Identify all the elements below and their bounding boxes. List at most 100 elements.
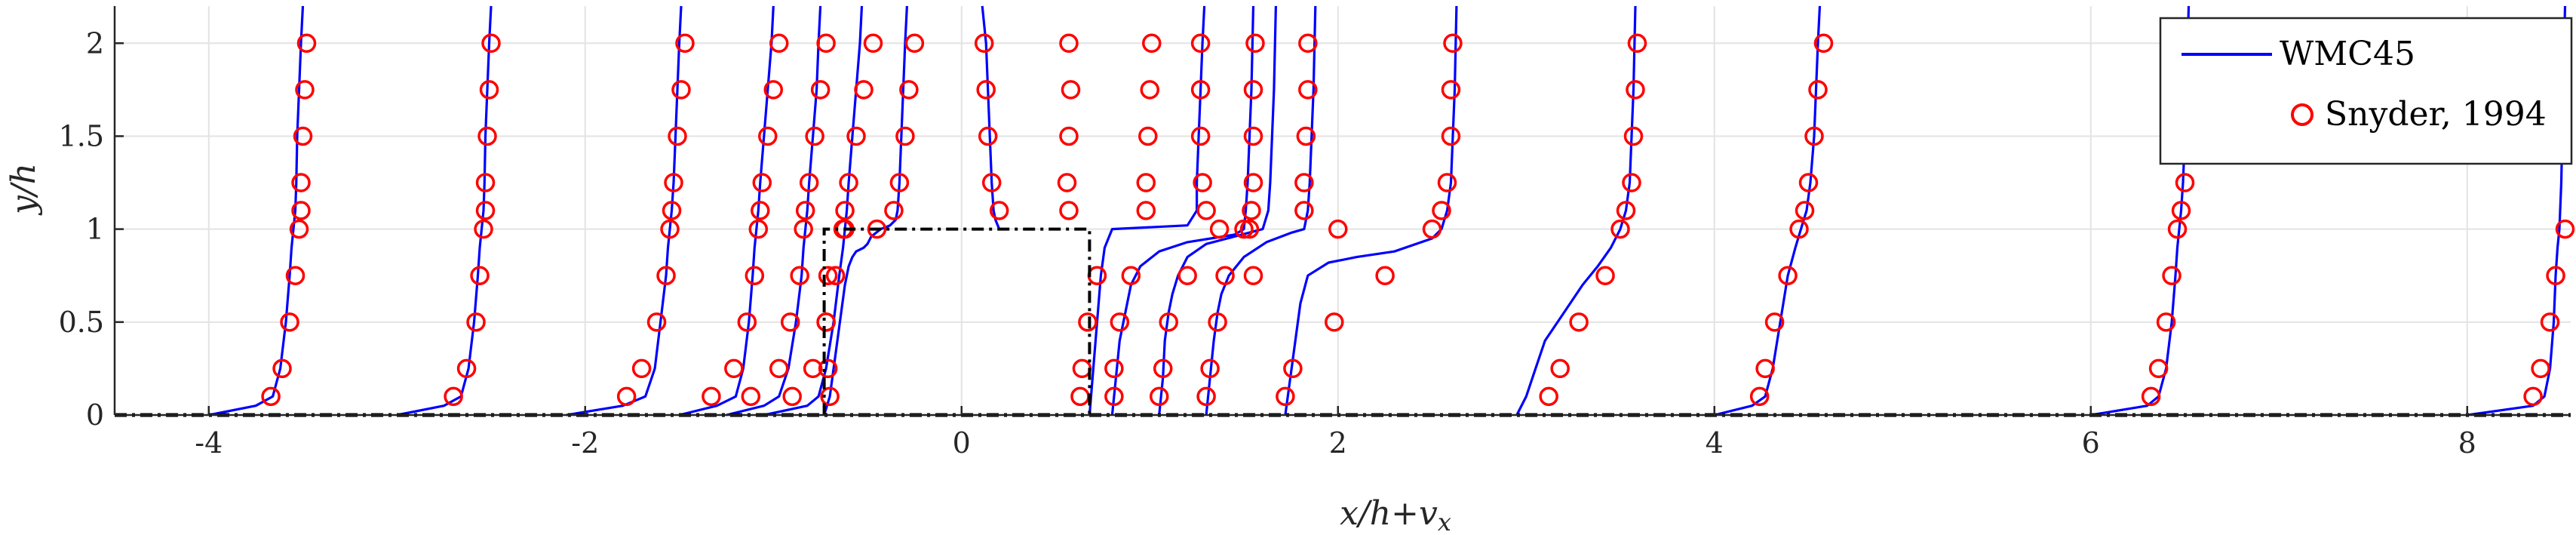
snyder-data-point [752, 173, 772, 192]
wmc45-profile-line [823, 5, 908, 416]
snyder-data-point [1078, 312, 1098, 332]
snyder-data-point [291, 201, 311, 220]
snyder-data-point [1121, 266, 1141, 285]
wmc45-profile-line [1110, 5, 1255, 416]
snyder-data-point [976, 80, 996, 100]
snyder-data-point [1140, 80, 1160, 100]
snyder-data-point [818, 358, 838, 379]
snyder-data-point [1243, 80, 1263, 100]
snyder-data-point [790, 266, 809, 285]
snyder-data-point [854, 80, 874, 100]
snyder-data-point [456, 358, 477, 379]
legend-label-snyder: Snyder, 1994 [2325, 95, 2547, 134]
snyder-data-point [763, 80, 784, 100]
snyder-data-point [2167, 219, 2188, 239]
geometry-outline [115, 227, 2571, 417]
snyder-data-point [1808, 80, 1828, 100]
snyder-data-point [1616, 201, 1636, 220]
y-tick-label: 1 [86, 213, 104, 246]
snyder-data-point [780, 312, 800, 332]
wmc45-profile-line [726, 5, 822, 417]
snyder-data-point [261, 386, 281, 407]
snyder-data-point [295, 80, 315, 100]
snyder-data-point [981, 173, 1002, 192]
snyder-data-point [1104, 358, 1124, 379]
snyder-data-point [660, 219, 680, 239]
y-tick-label: 0.5 [59, 306, 104, 339]
y-tick-label: 0 [86, 398, 104, 432]
snyder-data-point [1804, 126, 1824, 146]
snyder-data-point [631, 358, 652, 379]
snyder-data-point [1298, 80, 1318, 100]
snyder-data-point [1622, 173, 1641, 192]
legend-label-wmc45: WMC45 [2280, 35, 2415, 73]
snyder-data-point [863, 33, 883, 54]
x-tick-label: -4 [195, 426, 223, 460]
snyder-data-point [2175, 173, 2195, 192]
snyder-data-point [444, 386, 463, 407]
snyder-data-point [867, 219, 887, 239]
snyder-data-point [1087, 266, 1107, 285]
snyder-data-point [1059, 201, 1079, 220]
x-axis-label: x/h+vx [1340, 494, 1451, 535]
x-tick-label: 4 [1706, 426, 1724, 460]
snyder-data-point [1749, 386, 1770, 407]
snyder-data-point [1294, 173, 1314, 192]
snyder-data-point [1539, 386, 1558, 407]
snyder-data-point [1200, 358, 1220, 379]
snyder-data-point [1375, 266, 1395, 285]
snyder-data-point [1243, 266, 1263, 285]
snyder-data-point [1177, 266, 1197, 285]
snyder-data-point [285, 266, 305, 285]
snyder-data-point [1626, 80, 1645, 100]
snyder-data-point [702, 386, 721, 407]
snyder-data-point [1795, 201, 1815, 220]
snyder-data-point [474, 219, 493, 239]
snyder-data-point [2540, 312, 2560, 332]
snyder-data-point [477, 126, 497, 146]
snyder-data-point [662, 201, 682, 220]
snyder-data-point [769, 33, 789, 54]
snyder-data-point [782, 386, 802, 407]
snyder-data-point [1443, 33, 1463, 54]
wmc45-profile-line [1158, 5, 1277, 416]
snyder-data-point [1623, 126, 1644, 146]
snyder-data-point [1789, 219, 1809, 239]
snyder-data-point [825, 266, 846, 285]
x-tick-label: 6 [2082, 426, 2100, 460]
snyder-data-point [799, 173, 819, 192]
snyder-data-point [724, 358, 744, 379]
snyder-data-point [839, 173, 858, 192]
snyder-data-point [816, 33, 836, 54]
snyder-data-point [1432, 201, 1451, 220]
snyder-data-point [470, 266, 490, 285]
snyder-data-point [1441, 80, 1461, 100]
x-tick-label: -2 [571, 426, 599, 460]
snyder-data-point [1153, 358, 1173, 379]
snyder-data-point [1208, 312, 1227, 332]
snyder-data-point [1057, 173, 1077, 192]
snyder-data-point [810, 80, 831, 100]
snyder-data-point [803, 358, 823, 379]
snyder-data-point [751, 201, 770, 220]
wmc45-profile-line [1284, 5, 1458, 416]
snyder-data-point [1142, 33, 1162, 54]
y-tick-label: 1.5 [59, 119, 104, 152]
snyder-data-point [795, 201, 815, 220]
snyder-data-point [2171, 201, 2191, 220]
snyder-data-point [889, 173, 910, 192]
snyder-data-point [884, 201, 904, 220]
snyder-data-point [1328, 219, 1348, 239]
snyder-data-point [758, 126, 778, 146]
wmc45-profile-line [1205, 5, 1317, 416]
snyder-data-point [675, 33, 695, 54]
snyder-data-point [1595, 266, 1615, 285]
snyder-data-point [989, 201, 1009, 220]
snyder-data-point [820, 386, 840, 407]
snyder-data-point [293, 126, 313, 146]
snyder-data-point [1245, 33, 1265, 54]
snyder-data-point [1059, 126, 1079, 146]
snyder-data-point [805, 126, 824, 146]
snyder-data-point [1298, 33, 1318, 54]
legend-circle-marker [2291, 103, 2313, 126]
